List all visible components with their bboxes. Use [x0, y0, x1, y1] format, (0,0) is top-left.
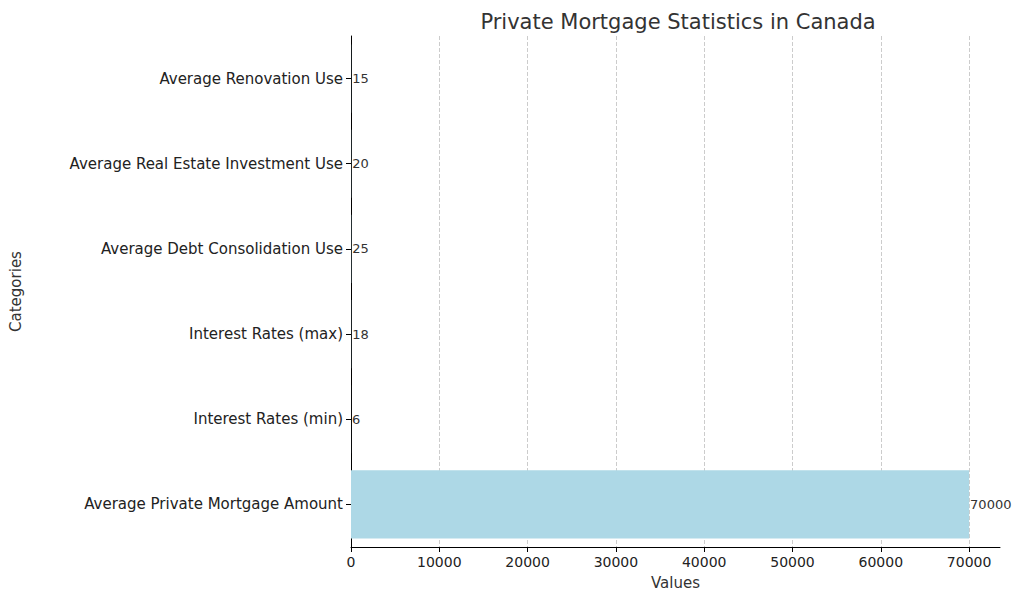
- svg-text:Values: Values: [651, 574, 700, 592]
- svg-text:20: 20: [352, 156, 369, 171]
- svg-text:40000: 40000: [682, 554, 727, 570]
- svg-text:0: 0: [347, 554, 356, 570]
- svg-text:Average Renovation Use: Average Renovation Use: [159, 70, 343, 88]
- svg-text:18: 18: [352, 327, 369, 342]
- svg-text:50000: 50000: [770, 554, 815, 570]
- svg-text:15: 15: [352, 71, 369, 86]
- svg-text:20000: 20000: [505, 554, 550, 570]
- svg-text:Interest Rates (max): Interest Rates (max): [189, 325, 343, 343]
- svg-text:Private Mortgage Statistics in: Private Mortgage Statistics in Canada: [480, 10, 875, 34]
- svg-text:25: 25: [352, 241, 369, 256]
- svg-text:Categories: Categories: [7, 251, 25, 332]
- svg-text:30000: 30000: [594, 554, 639, 570]
- svg-text:60000: 60000: [859, 554, 904, 570]
- svg-text:Average Private Mortgage Amoun: Average Private Mortgage Amount: [84, 495, 343, 513]
- svg-text:Interest Rates (min): Interest Rates (min): [193, 410, 343, 428]
- svg-text:10000: 10000: [417, 554, 462, 570]
- svg-text:Average Real Estate Investment: Average Real Estate Investment Use: [70, 155, 343, 173]
- svg-text:70000: 70000: [947, 554, 992, 570]
- svg-text:6: 6: [352, 412, 360, 427]
- svg-text:Average Debt Consolidation Use: Average Debt Consolidation Use: [101, 240, 343, 258]
- svg-text:70000: 70000: [970, 497, 1011, 512]
